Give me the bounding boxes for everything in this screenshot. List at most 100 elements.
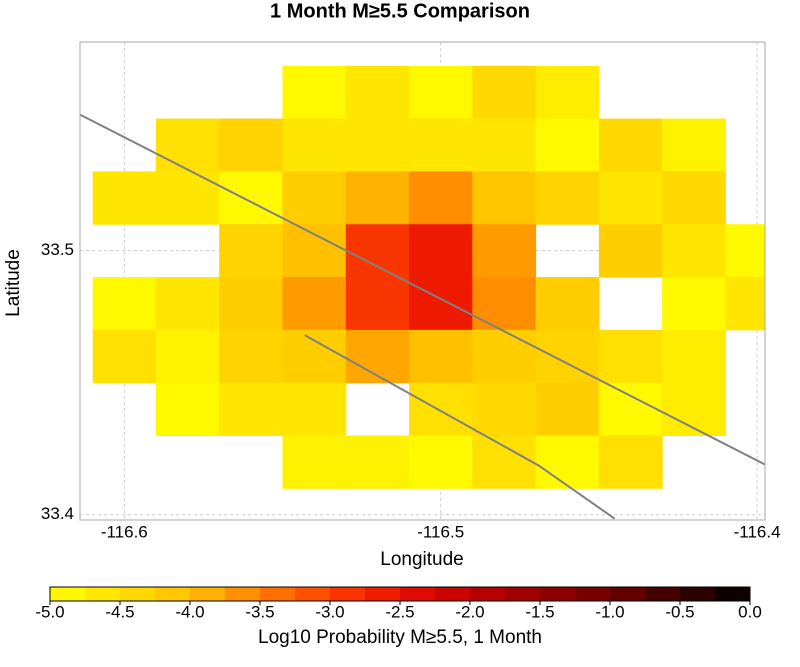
heatmap-cell xyxy=(472,224,537,278)
colorbar-tick-label: -1.5 xyxy=(525,602,554,621)
heatmap-cell xyxy=(345,224,410,278)
heatmap-cell xyxy=(219,382,283,436)
colorbar-segment xyxy=(190,587,226,601)
colorbar-segment xyxy=(120,587,156,601)
colorbar-tick-label: -3.0 xyxy=(315,602,344,621)
heatmap-cell xyxy=(282,171,347,225)
colorbar-label: Log10 Probability M≥5.5, 1 Month xyxy=(258,627,542,648)
colorbar-segment xyxy=(50,587,86,601)
colorbar-segment xyxy=(85,587,121,601)
heatmap-cell xyxy=(345,435,410,489)
colorbar-segment xyxy=(155,587,191,601)
heatmap-cell xyxy=(472,329,537,384)
heatmap-cell xyxy=(662,329,726,384)
heatmap-cell xyxy=(155,171,220,225)
heatmap-cell xyxy=(409,329,473,384)
fault-line xyxy=(304,334,616,520)
colorbar-tick-label: -4.0 xyxy=(175,602,204,621)
heatmap-cell xyxy=(345,329,410,384)
heatmap-cell xyxy=(219,171,283,225)
heatmap-cell xyxy=(219,224,283,278)
heatmap-cell xyxy=(662,382,726,436)
colorbar-segment xyxy=(505,587,541,601)
heatmap-cell xyxy=(535,65,600,120)
heatmap-cell xyxy=(155,277,220,331)
colorbar-segment xyxy=(330,587,366,601)
heatmap-cell xyxy=(282,118,347,172)
colorbar-tick-label: -3.5 xyxy=(245,602,274,621)
heatmap-cell xyxy=(409,171,473,225)
heatmap-cell xyxy=(472,65,537,120)
heatmap-cell xyxy=(345,65,410,120)
colorbar-tick-label: -2.5 xyxy=(385,602,414,621)
colorbar-tick-label: 0.0 xyxy=(738,602,762,621)
heatmap-cell xyxy=(92,329,157,384)
colorbar-segment xyxy=(715,587,751,601)
heatmap-cell xyxy=(598,382,663,436)
colorbar-segment xyxy=(680,587,716,601)
colorbar-tick-label: -0.5 xyxy=(665,602,694,621)
heatmap-cell xyxy=(219,277,283,331)
colorbar-segment xyxy=(295,587,331,601)
heatmap-cell xyxy=(155,329,220,384)
heatmap-cell xyxy=(219,329,283,384)
heatmap-cell xyxy=(345,277,410,331)
heatmap-cell xyxy=(662,118,726,172)
heatmap-cell xyxy=(662,277,726,331)
colorbar-tick-label: -4.5 xyxy=(105,602,134,621)
colorbar-tick-label: -5.0 xyxy=(35,602,64,621)
heatmap-cell xyxy=(282,329,347,384)
heatmap-cell xyxy=(535,118,600,172)
heatmap-cell xyxy=(725,224,765,278)
colorbar-segment xyxy=(610,587,646,601)
colorbar-segment xyxy=(470,587,506,601)
heatmap-cell xyxy=(219,118,283,172)
x-tick-label: -116.4 xyxy=(734,522,781,541)
colorbar-segment xyxy=(540,587,576,601)
heatmap-cell xyxy=(409,118,473,172)
heatmap-cell xyxy=(472,277,537,331)
heatmap-cell xyxy=(535,435,600,489)
heatmap-cell xyxy=(409,224,473,278)
heatmap-cell xyxy=(535,277,600,331)
heatmap-cell xyxy=(472,118,537,172)
colorbar-segment xyxy=(435,587,471,601)
x-tick-label: -116.5 xyxy=(417,522,464,541)
heatmap-cell xyxy=(598,435,663,489)
heatmap-cell xyxy=(472,171,537,225)
y-tick-label: 33.4 xyxy=(41,504,74,523)
heatmap-cell xyxy=(409,277,473,331)
heatmap-cell xyxy=(92,171,157,225)
y-axis-label: Latitude xyxy=(3,249,24,317)
heatmap-cell xyxy=(598,118,663,172)
heatmap-cell xyxy=(535,382,600,436)
x-tick-label: -116.6 xyxy=(101,522,148,541)
heatmap-cell xyxy=(472,435,537,489)
heatmap-cell xyxy=(409,65,473,120)
heatmap-cell xyxy=(598,329,663,384)
fault-line xyxy=(80,113,765,466)
heatmap-cell xyxy=(282,65,347,120)
colorbar-segment xyxy=(645,587,681,601)
heatmap-cell xyxy=(345,118,410,172)
heatmap-cell xyxy=(155,118,220,172)
colorbar-tick-label: -2.0 xyxy=(455,602,484,621)
heatmap-cell xyxy=(282,224,347,278)
colorbar-segment xyxy=(365,587,401,601)
heatmap-cell xyxy=(282,435,347,489)
colorbar-tick-label: -1.0 xyxy=(595,602,624,621)
heatmap-cell xyxy=(345,171,410,225)
heatmap-cell xyxy=(409,435,473,489)
x-axis-label: Longitude xyxy=(380,549,463,570)
heatmap-cell xyxy=(282,277,347,331)
heatmap-cell xyxy=(725,277,765,331)
heatmap-cell xyxy=(282,382,347,436)
colorbar-segment xyxy=(575,587,611,601)
colorbar-segment xyxy=(225,587,261,601)
colorbar-segment xyxy=(400,587,436,601)
heatmap-cell xyxy=(662,171,726,225)
heatmap-cell xyxy=(598,224,663,278)
plot-frame xyxy=(79,41,766,521)
heatmap-cell xyxy=(598,171,663,225)
